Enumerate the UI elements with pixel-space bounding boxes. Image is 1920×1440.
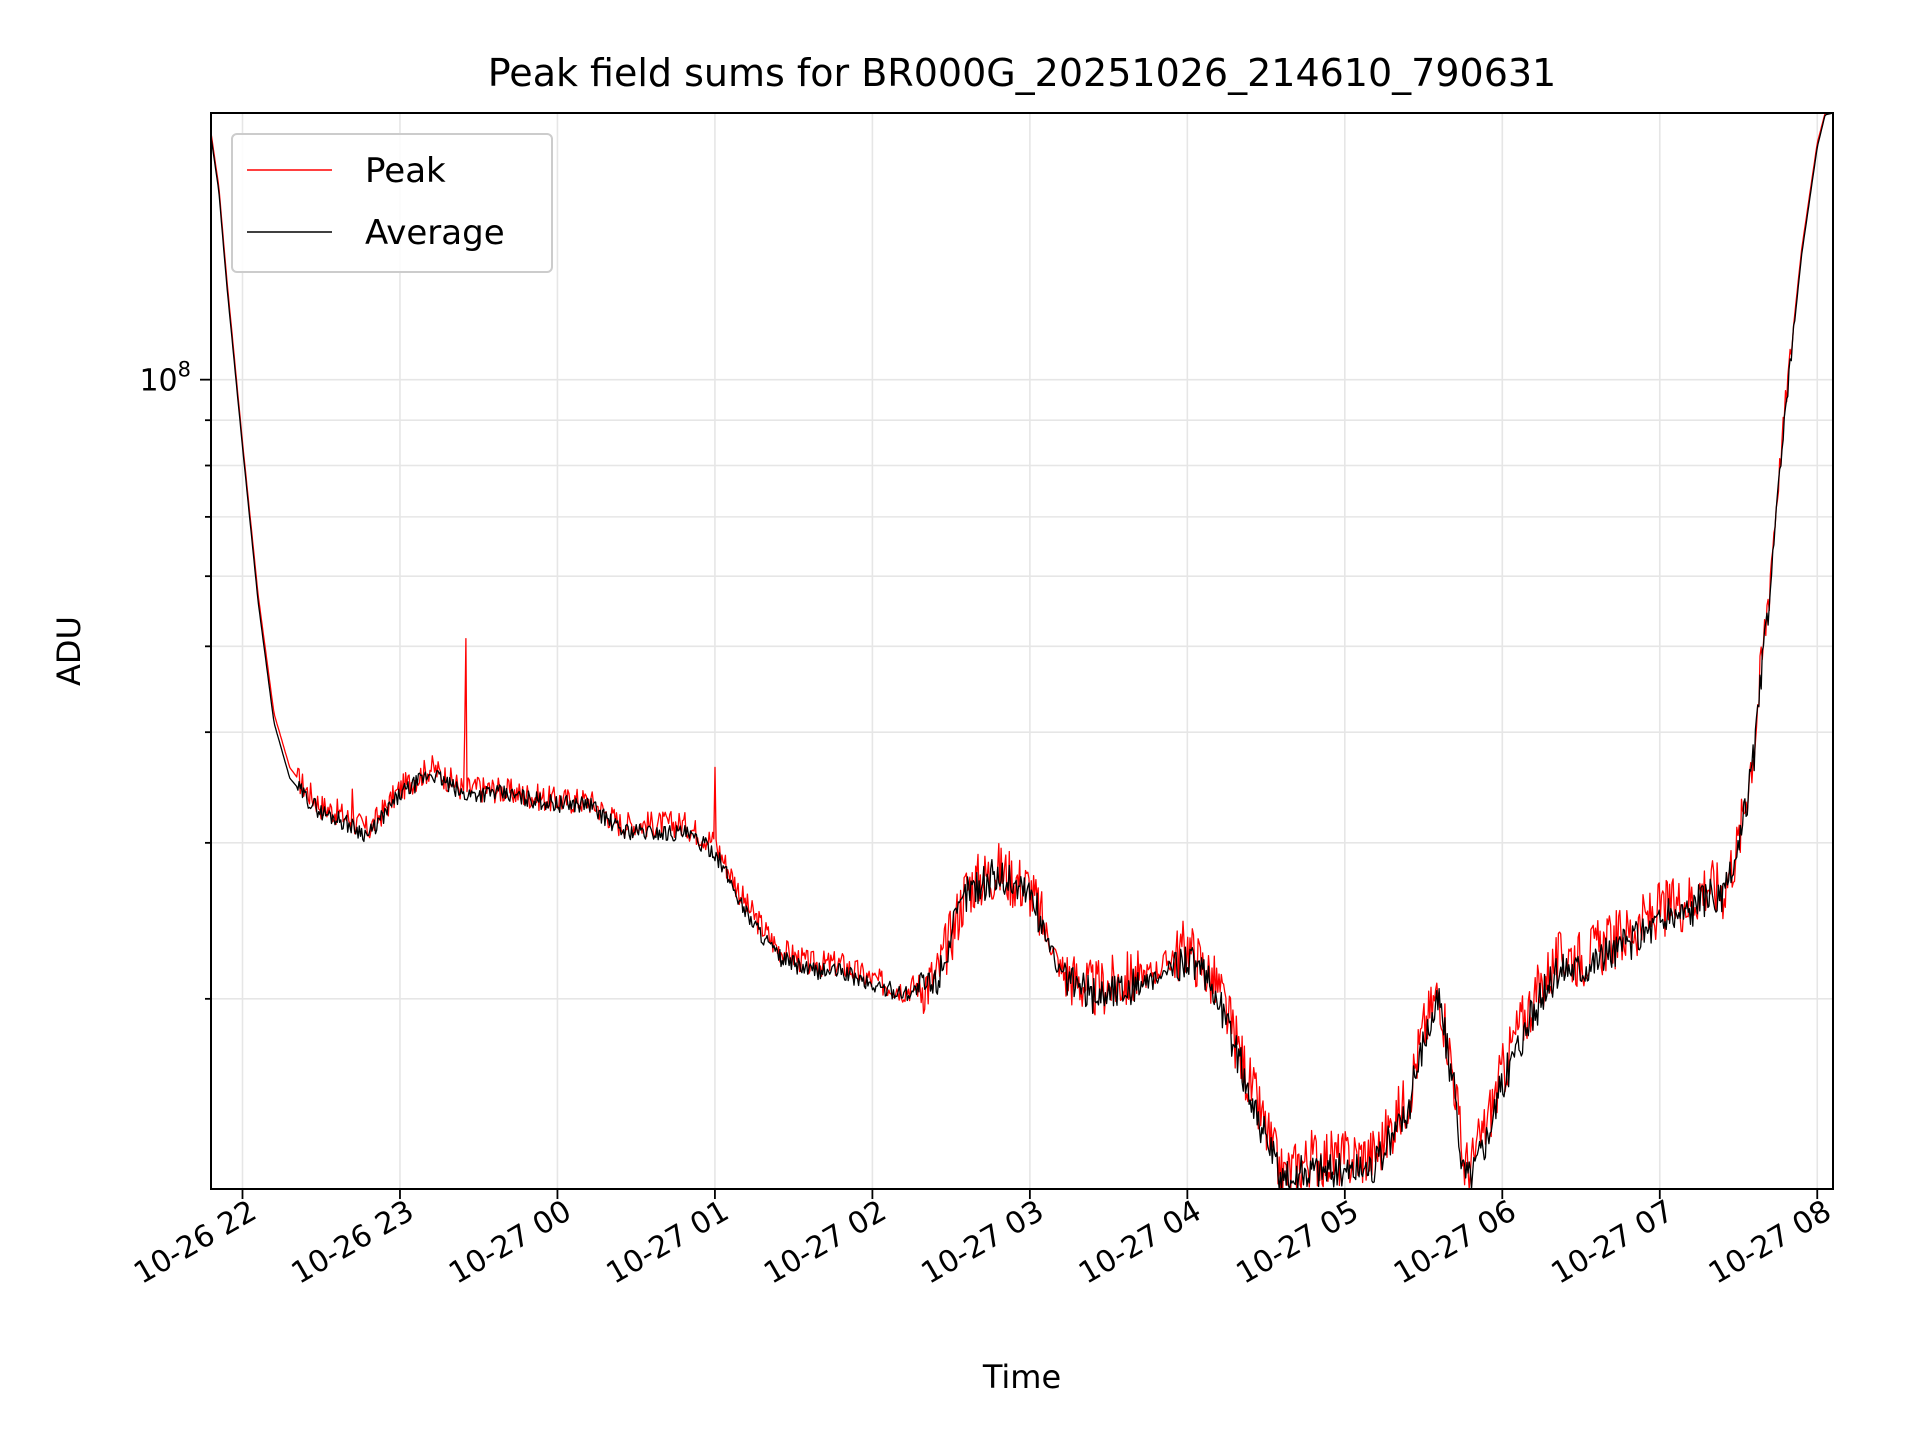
y-tick-label-base: 10 [139,364,177,399]
x-tick-label: 10-27 08 [1703,1194,1837,1292]
series-line-peak [210,112,1833,1190]
legend: Peak Average [231,133,553,273]
x-tick-label: 10-26 22 [128,1194,262,1292]
x-tick-label: 10-27 00 [443,1194,577,1292]
x-tick-label: 10-26 23 [286,1194,420,1292]
x-axis-label: Time [982,1358,1061,1396]
y-tick-label-exponent: 8 [178,358,191,382]
grid-layer [211,113,1833,1189]
x-tick-label: 10-27 07 [1545,1194,1679,1292]
y-tick-label: 108 [139,358,191,399]
data-layer [210,112,1834,1190]
y-axis-ticks: 108 [139,358,211,1000]
axes-frame [210,112,1834,1190]
x-tick-label: 10-27 02 [758,1194,892,1292]
x-axis-ticks: 10-26 22 10-26 23 10-27 00 10-27 01 10-27 02… [128,1189,1837,1291]
x-tick-label: 10-27 05 [1231,1194,1365,1292]
legend-box [231,133,553,273]
series-line-average [210,112,1834,1190]
legend-label-average: Average [365,213,505,253]
chart-title: Peak field sums for BR000G_20251026_2146… [488,51,1556,95]
x-tick-label: 10-27 01 [601,1194,735,1292]
x-tick-label: 10-27 04 [1073,1194,1207,1292]
y-axis-label: ADU [50,616,88,686]
x-tick-label: 10-27 03 [916,1194,1050,1292]
legend-label-peak: Peak [365,151,446,191]
x-tick-label: 10-27 06 [1388,1194,1522,1292]
